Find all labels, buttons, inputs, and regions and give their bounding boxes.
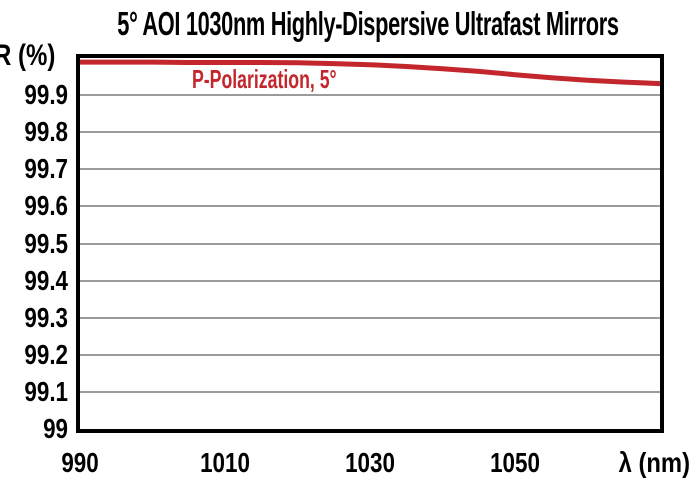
legend-label: P-Polarization, 5° bbox=[192, 64, 337, 94]
y-tick-label: 99.8 bbox=[24, 116, 68, 148]
x-axis-label: λ (nm) bbox=[618, 447, 690, 478]
x-tick-label: 990 bbox=[61, 447, 99, 478]
y-tick-label: 99 bbox=[43, 413, 68, 444]
gridline bbox=[80, 390, 660, 393]
gridline bbox=[80, 316, 660, 319]
gridline bbox=[80, 242, 660, 245]
y-tick-label: 99.2 bbox=[24, 338, 68, 370]
x-tick-label: 1050 bbox=[490, 447, 540, 478]
y-tick-label: 99.6 bbox=[24, 190, 68, 222]
gridline bbox=[80, 205, 660, 208]
x-tick-label: 1030 bbox=[345, 447, 395, 478]
reflectance-curve-svg bbox=[80, 59, 661, 87]
y-tick-label: 99.9 bbox=[24, 79, 68, 111]
gridline bbox=[80, 353, 660, 356]
gridline bbox=[80, 279, 660, 282]
y-axis-label: R (%) bbox=[0, 39, 56, 72]
p-polarization-curve bbox=[80, 59, 661, 87]
gridline bbox=[80, 168, 660, 171]
y-tick-label: 99.7 bbox=[24, 153, 68, 185]
y-tick-label: 99.3 bbox=[24, 301, 68, 333]
gridline bbox=[80, 94, 660, 97]
x-tick-label: 1010 bbox=[200, 447, 250, 478]
gridline bbox=[80, 131, 660, 134]
y-tick-label: 99.5 bbox=[24, 227, 68, 259]
y-tick-label: 99.4 bbox=[24, 264, 68, 296]
y-tick-label: 99.1 bbox=[24, 375, 68, 407]
plot-area: P-Polarization, 5° bbox=[76, 54, 664, 433]
chart-title: 5° AOI 1030nm Highly-Dispersive Ultrafas… bbox=[117, 5, 619, 42]
